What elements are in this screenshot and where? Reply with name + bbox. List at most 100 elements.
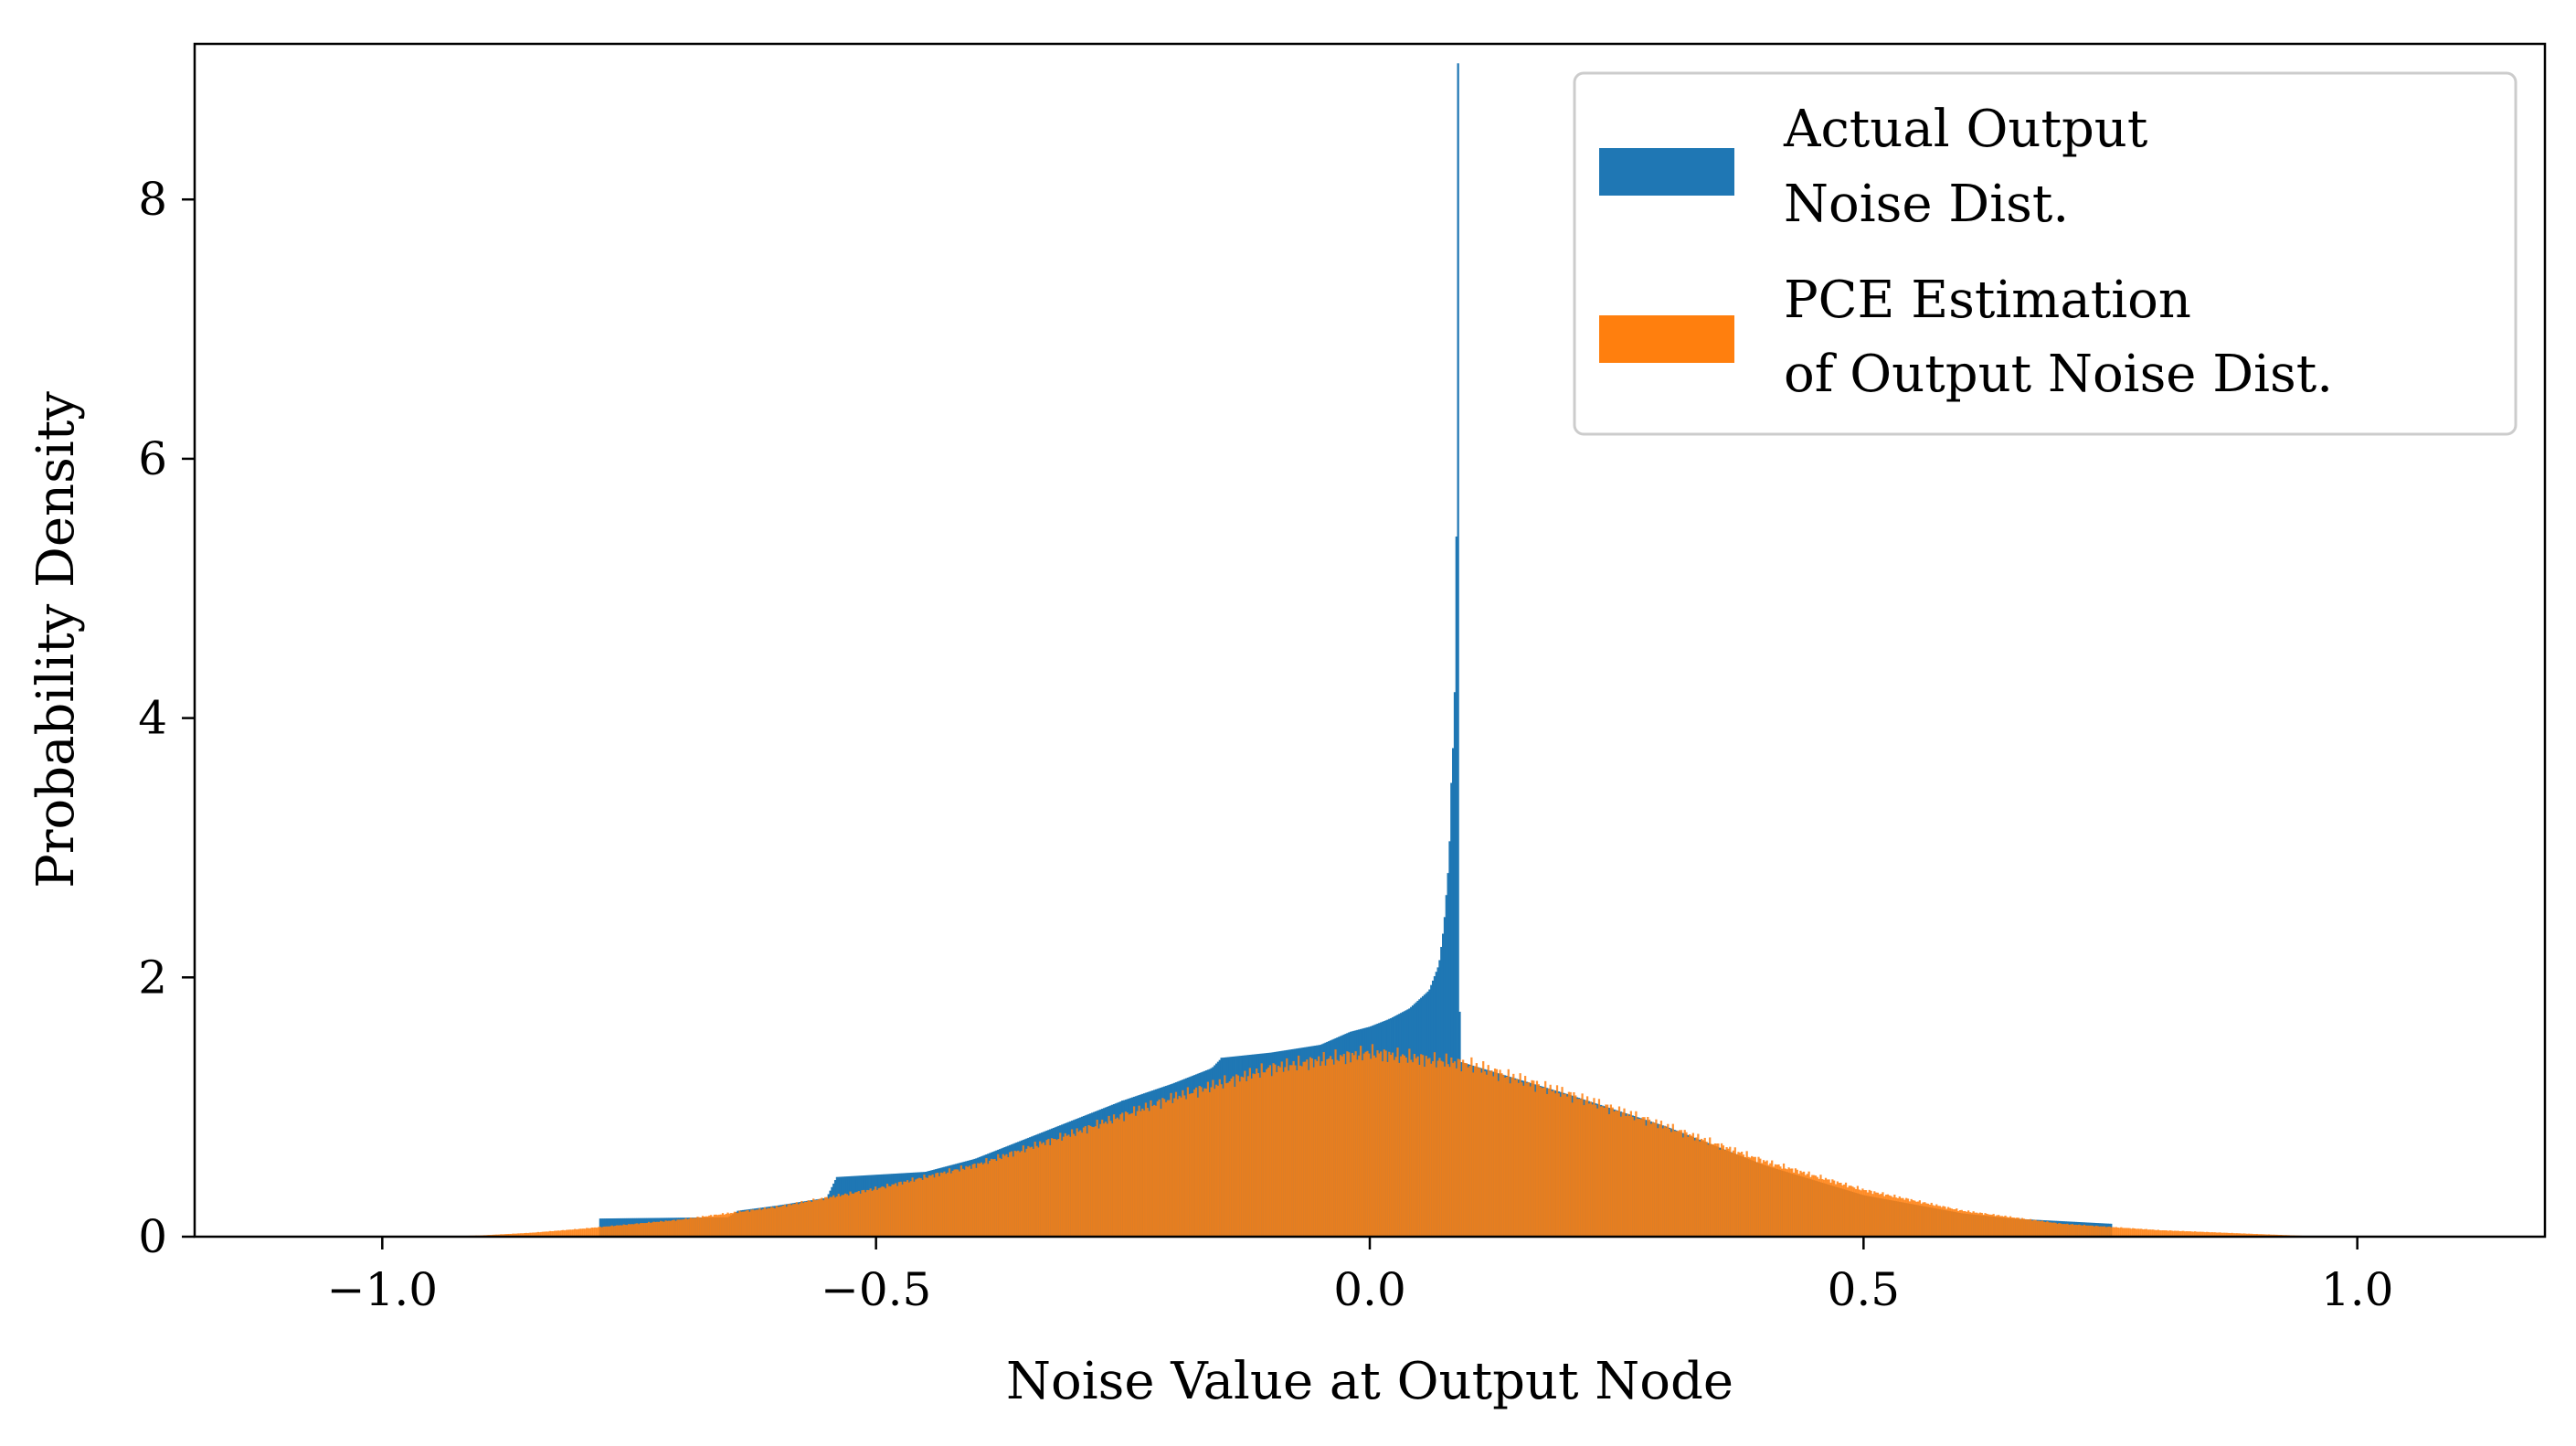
- histogram-bar: [1468, 1065, 1471, 1237]
- histogram-bar: [1126, 1112, 1129, 1237]
- histogram-bar: [1663, 1125, 1666, 1237]
- histogram-bar: [1290, 1065, 1293, 1237]
- histogram-bar: [1306, 1059, 1309, 1237]
- histogram-bar: [1114, 1119, 1117, 1237]
- histogram-bar: [2016, 1217, 2019, 1237]
- histogram-bar: [1304, 1061, 1307, 1237]
- x-axis-ticks: −1.0 −0.5 0.0 0.5 1.0: [327, 1237, 2393, 1316]
- histogram-bar: [1453, 692, 1457, 1237]
- histogram-bar: [968, 1165, 971, 1237]
- histogram-bar: [504, 1234, 506, 1237]
- histogram-bar: [500, 1234, 503, 1237]
- histogram-bar: [821, 1197, 823, 1237]
- histogram-bar: [805, 1201, 808, 1237]
- histogram-bar: [1916, 1201, 1920, 1237]
- histogram-bar: [1658, 1124, 1661, 1237]
- histogram-bar: [933, 1177, 936, 1237]
- histogram-bar: [1585, 1100, 1587, 1237]
- histogram-bar: [1619, 1116, 1622, 1237]
- histogram-bar: [1892, 1196, 1894, 1237]
- histogram-bar: [726, 1212, 729, 1237]
- histogram-bar: [1235, 1074, 1238, 1237]
- histogram-bar: [1880, 1194, 1882, 1237]
- histogram-bar: [1065, 1135, 1068, 1237]
- histogram-bar: [1260, 1063, 1263, 1237]
- histogram-bar: [1950, 1208, 1953, 1237]
- histogram-bar: [1547, 1088, 1550, 1237]
- histogram-bar: [1405, 1057, 1407, 1237]
- histogram-bar: [1400, 1056, 1403, 1237]
- histogram-bar: [723, 1214, 726, 1237]
- histogram-bar: [1557, 1093, 1560, 1237]
- histogram-bar: [935, 1173, 938, 1237]
- histogram-bar: [1383, 1049, 1385, 1237]
- histogram-bar: [1490, 1070, 1493, 1237]
- histogram-bar: [2189, 1231, 2191, 1237]
- histogram-bar: [1264, 1072, 1267, 1237]
- histogram-bar: [544, 1231, 546, 1237]
- histogram-bar: [2052, 1222, 2055, 1237]
- histogram-bar: [2138, 1228, 2141, 1237]
- histogram-bar: [1339, 1055, 1342, 1237]
- histogram-bar: [1308, 1069, 1310, 1237]
- histogram-bar: [1118, 1119, 1120, 1237]
- histogram-bar: [2210, 1232, 2213, 1237]
- histogram-bar: [1942, 1206, 1945, 1237]
- histogram-bar: [757, 1209, 759, 1237]
- histogram-bar: [2103, 1226, 2106, 1237]
- histogram-bar: [1354, 1051, 1357, 1237]
- histogram-bar: [1742, 1154, 1745, 1237]
- histogram-bar: [2018, 1217, 2020, 1237]
- histogram-bar: [1148, 1111, 1150, 1237]
- histogram-bar: [1926, 1203, 1930, 1237]
- histogram-bar: [580, 1228, 583, 1237]
- histogram-bar: [1635, 1111, 1638, 1237]
- histogram-bar: [1769, 1163, 1772, 1237]
- histogram-bar: [2006, 1217, 2009, 1237]
- histogram-bar: [1094, 1126, 1097, 1237]
- histogram-bar: [678, 1219, 681, 1237]
- histogram-bar: [1182, 1090, 1184, 1237]
- histogram-bar: [2205, 1231, 2209, 1237]
- histogram-bar: [2104, 1227, 2107, 1237]
- histogram-bar: [1447, 1064, 1449, 1237]
- histogram-bar: [1591, 1104, 1594, 1237]
- histogram-bar: [1539, 1087, 1542, 1237]
- histogram-bar: [2232, 1233, 2235, 1237]
- histogram-bar: [1601, 1106, 1604, 1237]
- histogram-bar: [1134, 1115, 1138, 1237]
- histogram-bar: [612, 1226, 615, 1237]
- histogram-bar: [837, 1194, 840, 1237]
- histogram-bar: [520, 1233, 523, 1237]
- histogram-bar: [546, 1231, 550, 1237]
- legend-label-actual-line1: Actual Output: [1783, 100, 2148, 159]
- histogram-bar: [995, 1161, 998, 1237]
- histogram-bar: [1667, 1123, 1670, 1237]
- histogram-bar: [2202, 1231, 2205, 1237]
- histogram-bar: [1364, 1051, 1367, 1237]
- histogram-bar: [1214, 1084, 1218, 1237]
- histogram-bar: [1607, 1113, 1611, 1237]
- histogram-bar: [797, 1204, 800, 1237]
- histogram-bar: [1960, 1209, 1963, 1237]
- histogram-bar: [2100, 1226, 2103, 1237]
- histogram-bar: [1433, 1052, 1436, 1237]
- histogram-bar: [2190, 1231, 2193, 1237]
- histogram-bar: [1866, 1192, 1870, 1237]
- histogram-bar: [1972, 1211, 1975, 1237]
- legend: Actual Output Noise Dist. PCE Estimation…: [1573, 71, 2518, 436]
- histogram-bar: [1438, 1058, 1441, 1237]
- histogram-bar: [832, 1195, 835, 1237]
- histogram-bar: [2070, 1224, 2072, 1237]
- histogram-bar: [1124, 1111, 1128, 1237]
- histogram-bar: [758, 1207, 761, 1237]
- histogram-bar: [1751, 1155, 1754, 1237]
- histogram-bar: [2143, 1228, 2147, 1237]
- histogram-bar: [923, 1175, 926, 1237]
- histogram-bar: [2098, 1226, 2101, 1237]
- histogram-bar: [1603, 1107, 1606, 1237]
- histogram-bar: [741, 1211, 745, 1237]
- histogram-bar: [1108, 1115, 1110, 1237]
- histogram-bar: [587, 1228, 590, 1237]
- histogram-bar: [664, 1220, 667, 1237]
